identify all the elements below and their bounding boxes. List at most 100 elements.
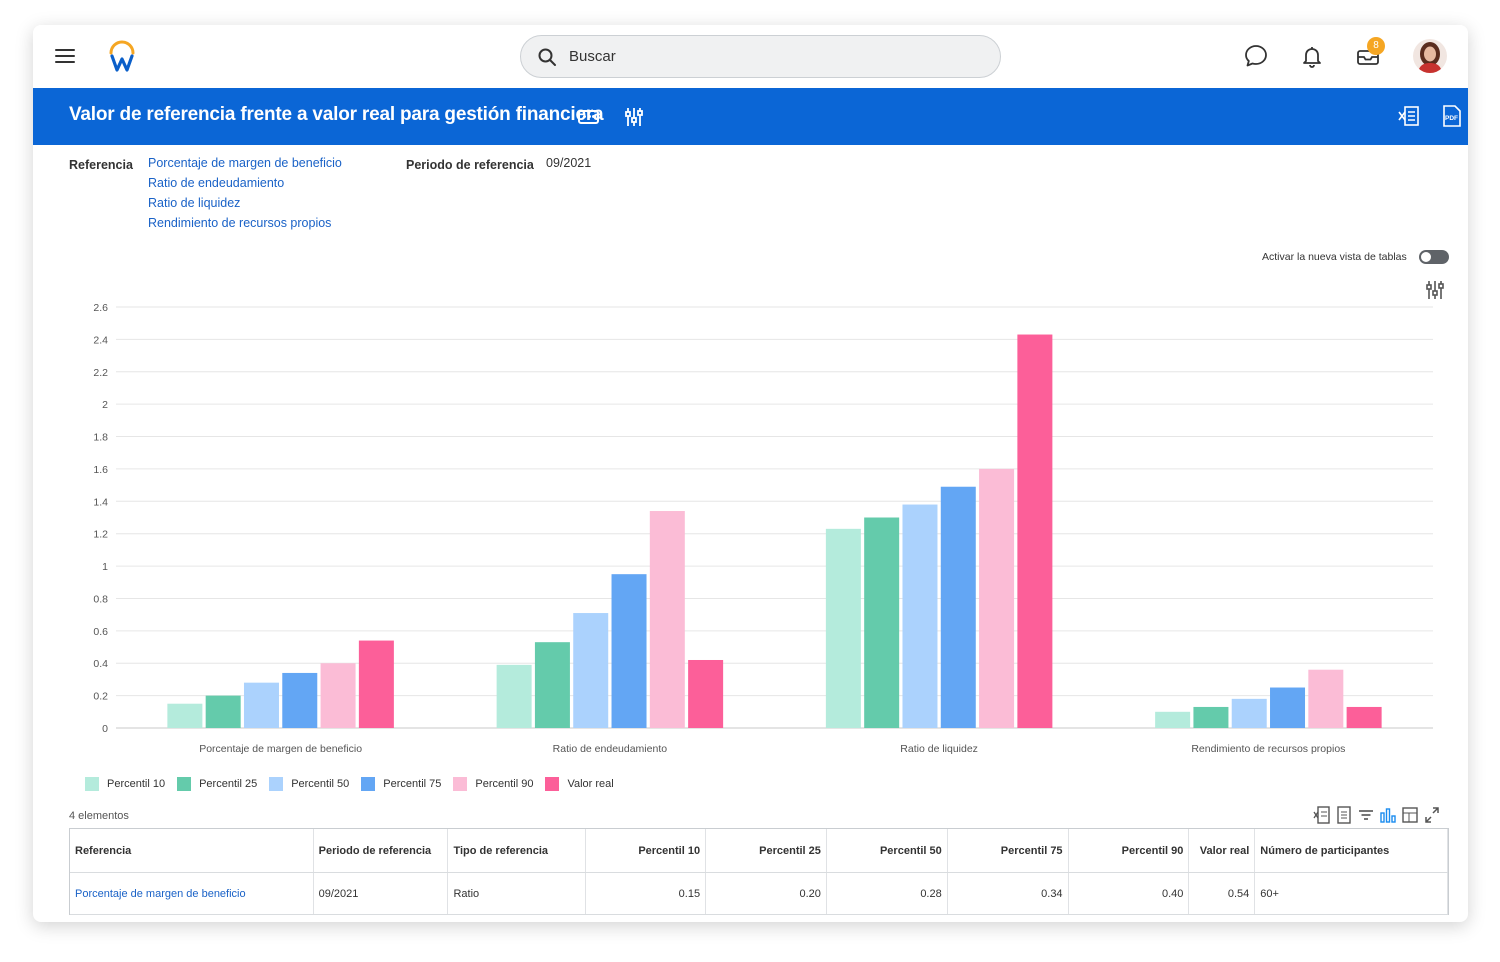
y-tick-label: 2.6 (93, 302, 108, 314)
avatar[interactable] (1413, 39, 1447, 73)
column-header[interactable]: Percentil 75 (948, 829, 1069, 872)
bell-icon[interactable] (1299, 43, 1325, 69)
related-actions-icon[interactable] (578, 110, 599, 124)
legend-item[interactable]: Percentil 50 (269, 775, 349, 793)
menu-icon[interactable] (55, 49, 75, 65)
bar (243, 682, 279, 728)
column-header[interactable]: Tipo de referencia (448, 829, 587, 872)
inbox-badge: 8 (1367, 37, 1385, 55)
table-view-toggle[interactable] (1419, 250, 1449, 264)
legend-label: Percentil 50 (291, 778, 350, 790)
column-header[interactable]: Referencia (70, 829, 314, 872)
column-header[interactable]: Percentil 50 (827, 829, 948, 872)
bar (573, 613, 609, 728)
bar (649, 511, 685, 728)
legend-item[interactable]: Percentil 25 (177, 775, 257, 793)
column-header[interactable]: Número de participantes (1255, 829, 1449, 872)
column-header[interactable]: Valor real (1189, 829, 1256, 872)
bar (205, 695, 241, 728)
search-bar[interactable]: Buscar (520, 35, 1001, 78)
bar (496, 664, 532, 728)
table-cell: 60+ (1255, 873, 1449, 914)
table-cell: 09/2021 (314, 873, 449, 914)
workday-logo[interactable] (107, 39, 137, 73)
item-count: 4 elementos (69, 810, 129, 822)
referencia-link-margen[interactable]: Porcentaje de margen de beneficio (148, 156, 342, 170)
y-tick-label: 1.2 (93, 529, 108, 541)
legend-swatch (361, 777, 376, 791)
bar (1017, 334, 1053, 728)
settings-tune-icon[interactable] (624, 106, 644, 128)
legend-item[interactable]: Percentil 75 (361, 775, 441, 793)
referencia-link-endeudamiento[interactable]: Ratio de endeudamiento (148, 176, 285, 190)
bar (1155, 711, 1191, 728)
y-tick-label: 2.2 (93, 367, 108, 379)
legend-item[interactable]: Percentil 10 (85, 775, 165, 793)
referencia-label: Referencia (69, 158, 133, 172)
table-header-row: Referencia Periodo de referencia Tipo de r… (70, 829, 1449, 873)
table-toolbar (1313, 805, 1441, 827)
filter-icon[interactable] (1357, 805, 1375, 825)
benchmark-bar-chart: 0 0.2 0.4 0.6 0.8 1 1.2 1.4 1.6 1.8 2 2.2 2.4 2.6 Porc… (93, 302, 1433, 755)
bar (1308, 669, 1344, 728)
y-tick-label: 0.4 (93, 658, 108, 670)
bar (688, 659, 724, 728)
app-window: Buscar 8 Valor de referencia frente a va… (33, 25, 1468, 922)
column-header[interactable]: Percentil 90 (1069, 829, 1190, 872)
y-tick-label: 1.4 (93, 496, 108, 508)
bar (825, 528, 861, 728)
bar (979, 468, 1015, 728)
search-icon (538, 48, 556, 66)
table-cell: 0.54 (1189, 873, 1256, 914)
referencia-link-liquidez[interactable]: Ratio de liquidez (148, 196, 241, 210)
y-tick-label: 0 (102, 723, 108, 735)
column-header[interactable]: Percentil 25 (706, 829, 827, 872)
table-view-toggle-label: Activar la nueva vista de tablas (1262, 251, 1407, 263)
chat-icon[interactable] (1243, 43, 1269, 69)
legend-label: Percentil 90 (475, 778, 534, 790)
legend-label: Percentil 10 (107, 778, 166, 790)
y-tick-label: 0.6 (93, 626, 108, 638)
export-pdf-icon[interactable]: PDF (1442, 105, 1462, 127)
x-category-label: Ratio de endeudamiento (553, 743, 668, 755)
bar (534, 642, 570, 728)
table-cell: 0.28 (827, 873, 948, 914)
table-layout-icon[interactable] (1401, 805, 1419, 825)
page-header: Valor de referencia frente a valor real … (33, 88, 1468, 145)
legend-label: Valor real (567, 778, 614, 790)
fullscreen-icon[interactable] (1423, 805, 1441, 825)
legend-swatch (545, 777, 560, 791)
legend-item[interactable]: Percentil 90 (453, 775, 533, 793)
y-tick-label: 1.8 (93, 432, 108, 444)
y-tick-label: 0.8 (93, 593, 108, 605)
y-tick-label: 0.2 (93, 691, 108, 703)
export-excel-icon[interactable] (1398, 105, 1420, 127)
chart-settings-icon[interactable] (1426, 280, 1444, 300)
search-placeholder: Buscar (569, 48, 616, 65)
x-category-label: Rendimiento de recursos propios (1191, 743, 1345, 755)
page-title: Valor de referencia frente a valor real … (69, 104, 604, 125)
bar (167, 703, 203, 728)
x-category-label: Porcentaje de margen de beneficio (199, 743, 362, 755)
table-cell[interactable]: Porcentaje de margen de beneficio (70, 873, 314, 914)
legend-swatch (85, 777, 99, 791)
legend-item[interactable]: Valor real (545, 775, 614, 793)
column-header[interactable]: Percentil 10 (586, 829, 707, 872)
bar (282, 672, 318, 728)
bar (611, 574, 647, 728)
bar (358, 640, 394, 728)
table-cell: 0.34 (948, 873, 1069, 914)
y-tick-label: 1.6 (93, 464, 108, 476)
bar (1346, 706, 1382, 728)
document-icon[interactable] (1335, 805, 1353, 825)
x-category-label: Ratio de liquidez (900, 743, 978, 755)
referencia-link-rendimiento[interactable]: Rendimiento de recursos propios (148, 216, 332, 230)
periodo-label: Periodo de referencia (406, 158, 534, 172)
bar (864, 517, 900, 728)
column-header[interactable]: Periodo de referencia (314, 829, 449, 872)
bar (1231, 698, 1267, 728)
export-excel-icon[interactable] (1313, 805, 1331, 825)
bar (1270, 687, 1306, 728)
chart-view-icon[interactable] (1379, 805, 1397, 825)
legend-swatch (177, 777, 192, 791)
